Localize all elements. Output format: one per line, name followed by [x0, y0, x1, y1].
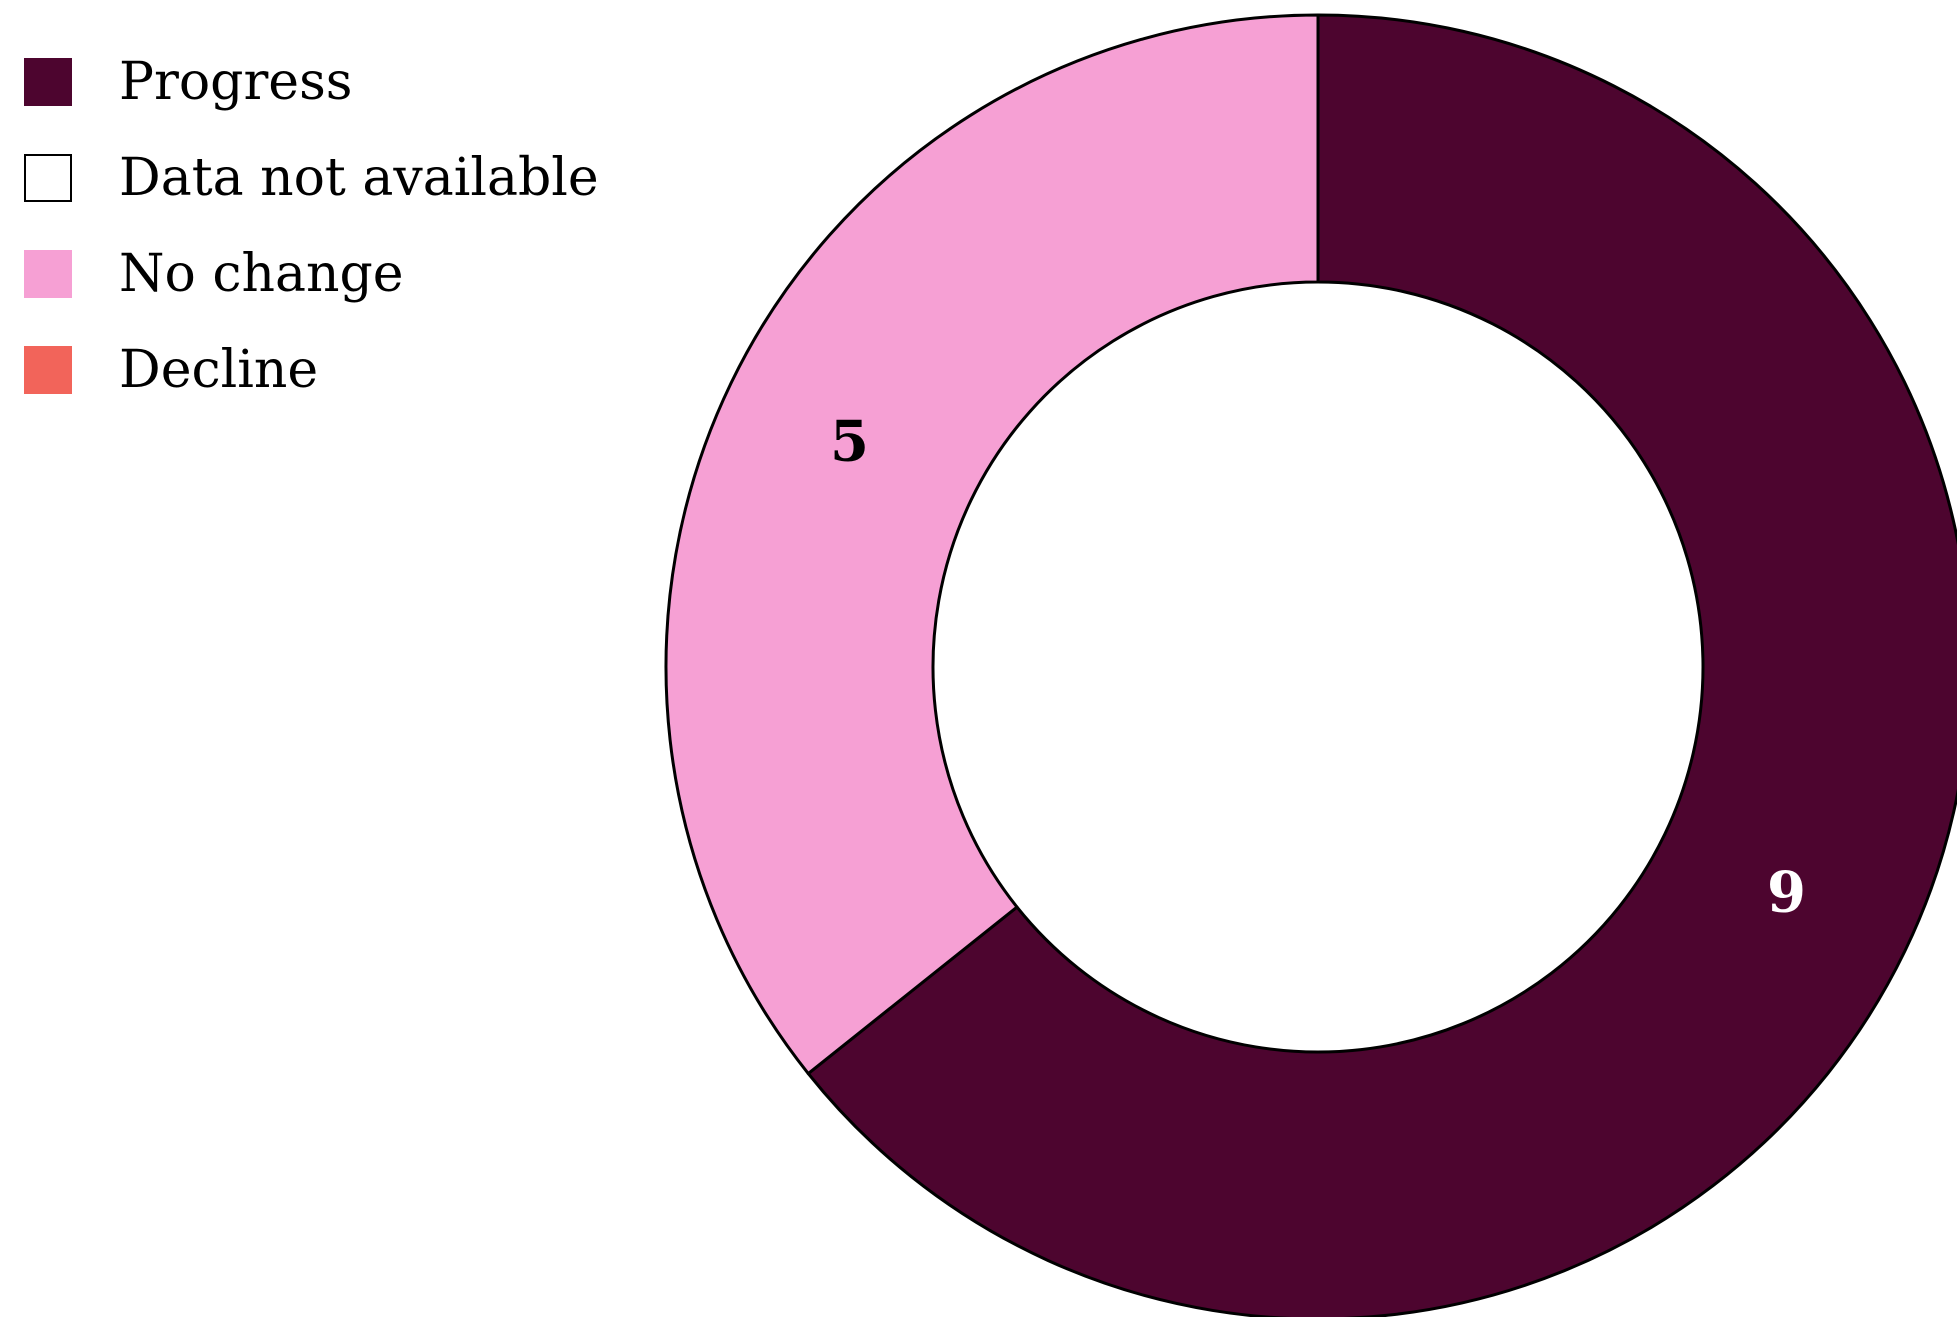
donut-slice-progress — [806, 13, 1957, 1317]
legend-item-no-change: No change — [24, 244, 599, 304]
legend-label-progress: Progress — [119, 52, 353, 112]
donut-slice-no-change — [664, 13, 1320, 1076]
slice-label-progress: 9 — [1767, 860, 1806, 926]
legend-swatch-decline — [24, 346, 72, 394]
legend-label-no-change: No change — [119, 244, 404, 304]
legend-swatch-data-not-available — [24, 154, 72, 202]
legend-swatch-no-change — [24, 250, 72, 298]
legend-item-data-not-available: Data not available — [24, 148, 599, 208]
legend-label-data-not-available: Data not available — [119, 148, 599, 208]
legend-swatch-progress — [24, 58, 72, 106]
slice-label-no-change: 5 — [830, 408, 869, 474]
chart-legend: Progress Data not available No change De… — [24, 52, 599, 442]
legend-item-progress: Progress — [24, 52, 599, 112]
legend-item-decline: Decline — [24, 340, 599, 400]
legend-label-decline: Decline — [119, 340, 319, 400]
